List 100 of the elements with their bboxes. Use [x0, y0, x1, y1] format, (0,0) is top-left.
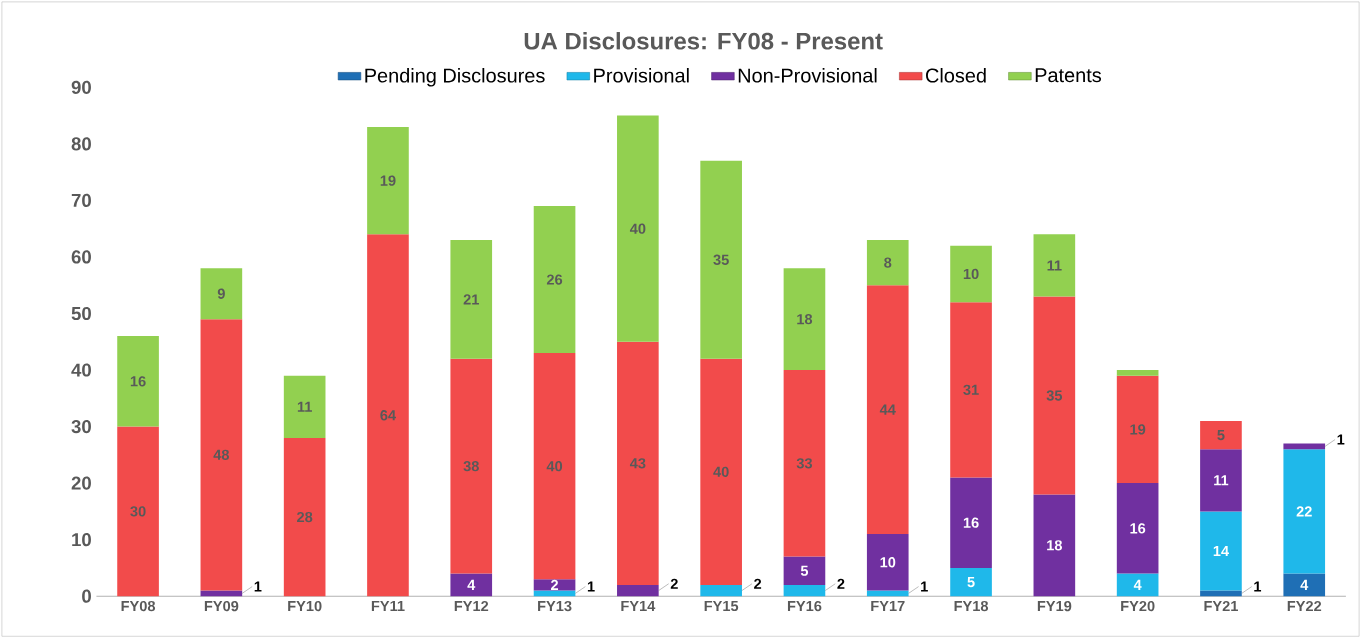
bar: [700, 160, 742, 359]
x-tick-label: FY19: [1037, 600, 1072, 612]
x-tick-label: FY13: [538, 600, 572, 612]
x-tick-label: FY18: [954, 600, 989, 612]
bar: [700, 358, 742, 585]
x-tick-label: FY09: [204, 600, 239, 612]
data-label: 11: [297, 401, 312, 412]
data-label: 1: [1337, 434, 1345, 445]
data-label: 1: [254, 581, 262, 592]
data-label: 31: [963, 384, 979, 395]
bar: [200, 319, 243, 591]
data-label: 35: [713, 254, 729, 265]
x-tick-label: FY17: [871, 600, 905, 611]
bar: [450, 358, 493, 574]
y-tick-label: 20: [71, 476, 91, 490]
chart-title: UA Disclosures: FY08 - Present: [524, 31, 883, 50]
data-label: 2: [837, 578, 845, 589]
bar: [783, 268, 826, 370]
x-tick-label: FY12: [454, 600, 489, 612]
bar: [533, 579, 576, 591]
data-label: 11: [1047, 260, 1062, 271]
legend-label: Non-Provisional: [738, 67, 877, 83]
bar: [450, 573, 493, 597]
x-tick-label: FY11: [371, 600, 405, 611]
y-tick-label: 60: [71, 250, 91, 264]
x-tick-label: FY10: [288, 600, 322, 612]
data-label: 28: [297, 511, 313, 523]
bar: [1200, 420, 1242, 450]
data-label: 22: [1296, 506, 1312, 517]
y-tick-label: 40: [71, 363, 91, 377]
y-tick-label: 50: [71, 306, 91, 321]
x-tick-label: FY22: [1287, 600, 1322, 612]
y-tick-label: 0: [82, 589, 91, 603]
data-label: 64: [380, 410, 396, 421]
data-label: 35: [1046, 390, 1063, 401]
legend-label: Pending Disclosures: [365, 67, 545, 87]
x-tick-label: FY15: [704, 600, 739, 612]
bar: [1283, 573, 1326, 597]
data-label: 5: [800, 565, 809, 576]
legend-label: Provisional: [594, 67, 689, 83]
data-label: 2: [670, 578, 678, 589]
data-label: 40: [546, 460, 563, 472]
bar: [450, 239, 493, 359]
legend-label: Patents: [1035, 68, 1102, 83]
data-label: 1: [1254, 581, 1262, 592]
bar: [367, 234, 409, 597]
x-tick-label: FY08: [121, 600, 156, 612]
bar: [866, 285, 909, 534]
data-label: 8: [884, 257, 892, 268]
bar: [1283, 449, 1326, 574]
bar: [783, 556, 826, 585]
data-label: 14: [1213, 545, 1229, 556]
data-label: 5: [967, 576, 975, 588]
bar: [617, 584, 659, 597]
bar: [617, 341, 659, 585]
bar: [1200, 511, 1242, 591]
bar: [866, 533, 909, 591]
bar: [1200, 449, 1242, 512]
x-tick-label: FY21: [1204, 600, 1238, 612]
bar: [1116, 573, 1159, 597]
data-label: 43: [629, 458, 646, 469]
data-label: 21: [463, 294, 479, 305]
data-label: 2: [754, 578, 762, 589]
bar: [783, 584, 826, 597]
data-label: 5: [1217, 429, 1225, 441]
bar: [1116, 369, 1159, 376]
bar: [117, 426, 159, 597]
bar: [283, 375, 326, 438]
data-label: 26: [546, 274, 563, 285]
bar: [533, 352, 576, 580]
data-label: 16: [963, 517, 979, 528]
bar: [783, 369, 826, 557]
data-label: 18: [1047, 540, 1063, 551]
bar: [700, 584, 742, 597]
data-label: 48: [213, 449, 230, 460]
data-label: 11: [1214, 475, 1229, 486]
data-label: 2: [550, 579, 559, 590]
bar: [866, 239, 909, 286]
data-label: 18: [797, 313, 813, 325]
y-tick-label: 70: [71, 193, 91, 207]
data-label: 40: [629, 223, 646, 234]
data-label: 9: [217, 288, 225, 299]
bar: [1116, 483, 1159, 574]
bar: [367, 126, 409, 235]
data-label: 19: [1130, 424, 1146, 435]
data-label: 1: [921, 581, 928, 592]
bar: [1116, 375, 1159, 484]
y-tick-label: 90: [71, 80, 91, 94]
data-label: 30: [130, 506, 146, 517]
bar: [533, 205, 576, 353]
data-label: 4: [467, 579, 476, 590]
bar: [200, 268, 243, 320]
data-label: 33: [796, 458, 813, 469]
x-tick-label: FY20: [1121, 600, 1155, 612]
bar: [117, 336, 159, 427]
legend-label: Closed: [926, 67, 986, 83]
y-tick-label: 30: [71, 419, 91, 434]
x-tick-label: FY16: [787, 600, 822, 612]
bar: [1033, 494, 1076, 597]
data-label: 44: [879, 404, 896, 415]
